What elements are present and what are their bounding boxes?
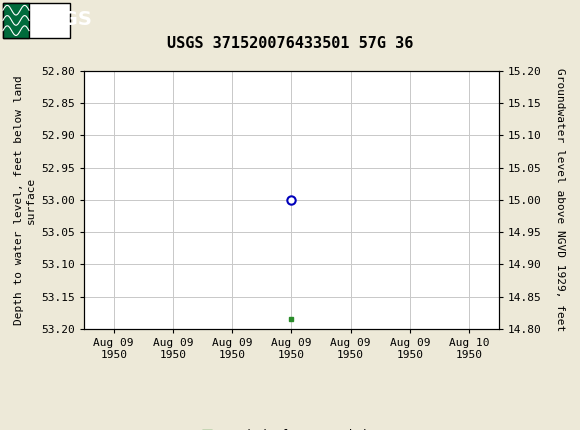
- Y-axis label: Groundwater level above NGVD 1929, feet: Groundwater level above NGVD 1929, feet: [556, 68, 566, 332]
- Legend: Period of approved data: Period of approved data: [190, 424, 393, 430]
- Text: USGS 371520076433501 57G 36: USGS 371520076433501 57G 36: [167, 36, 413, 50]
- FancyBboxPatch shape: [3, 3, 70, 37]
- Text: USGS: USGS: [32, 10, 92, 29]
- Y-axis label: Depth to water level, feet below land
surface: Depth to water level, feet below land su…: [14, 75, 36, 325]
- FancyBboxPatch shape: [3, 3, 29, 37]
